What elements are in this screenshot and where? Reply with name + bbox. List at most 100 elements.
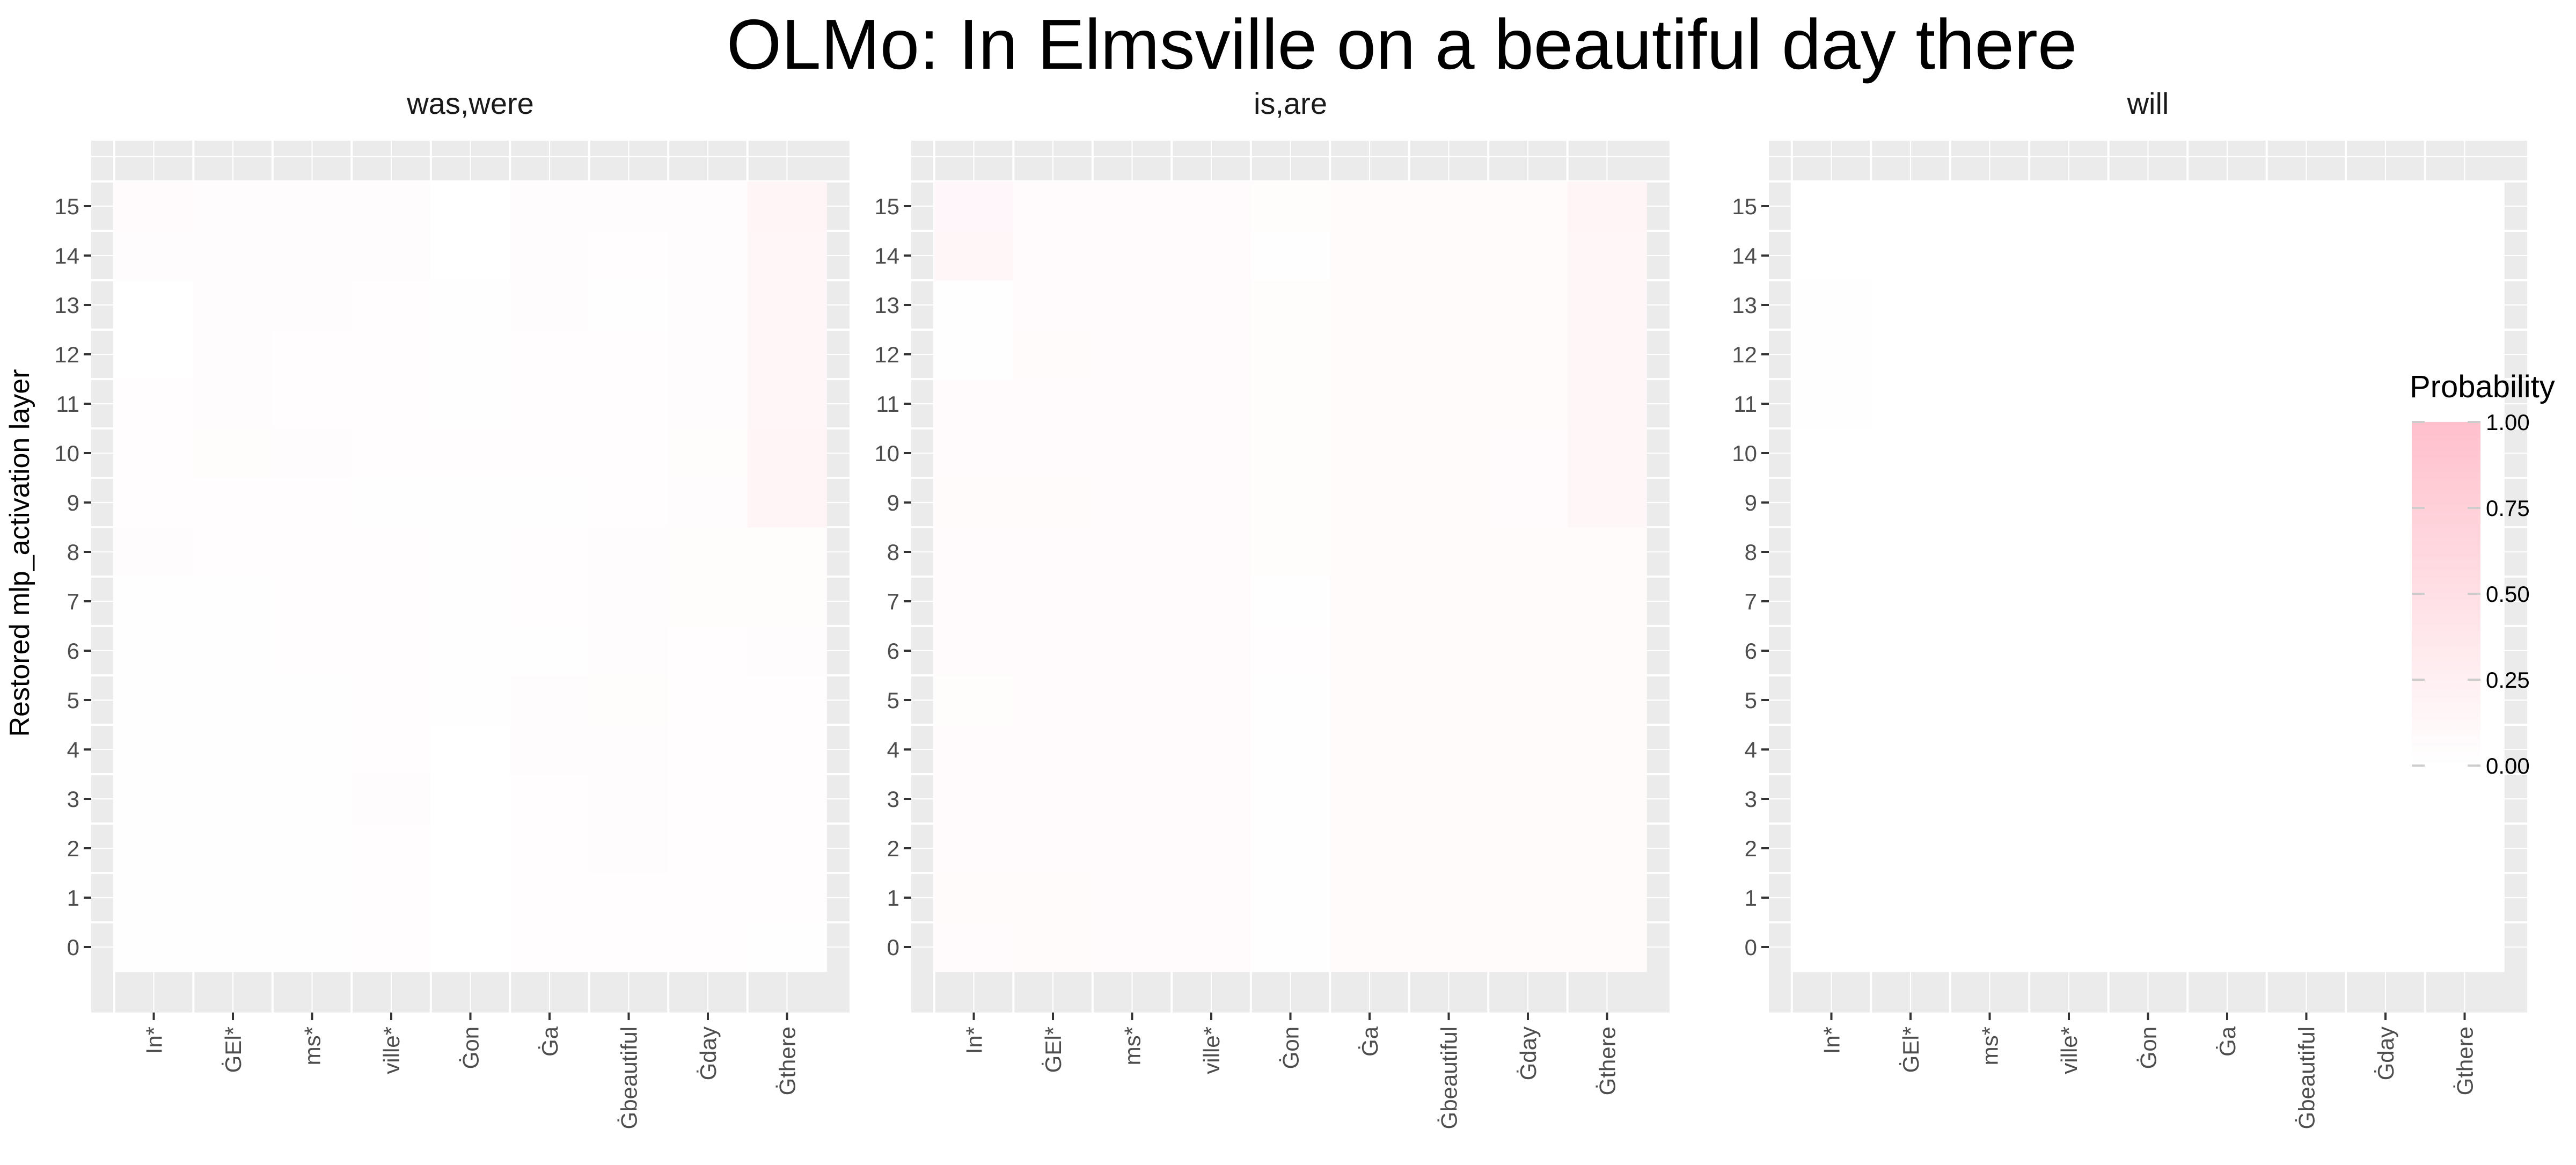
heatmap-tile: [2187, 181, 2267, 231]
heatmap-tile: [1013, 181, 1093, 231]
heatmap-tile: [1567, 577, 1647, 627]
heatmap-tile: [1092, 527, 1172, 577]
heatmap-tile: [2029, 181, 2109, 231]
legend-break-label: 0.25: [2486, 667, 2530, 693]
heatmap-tile: [934, 280, 1014, 330]
heatmap-tile: [589, 873, 669, 923]
heatmap-tile: [2029, 280, 2109, 330]
heatmap-tile: [2029, 231, 2109, 281]
heatmap-tile: [1409, 527, 1489, 577]
heatmap-tile: [1871, 231, 1951, 281]
heatmap-tile: [510, 379, 590, 429]
heatmap-tile: [114, 428, 194, 478]
y-tick-label: 9: [1745, 490, 1757, 515]
y-tick-label: 4: [1745, 737, 1757, 762]
y-tick-label: 4: [887, 737, 899, 762]
y-tick-label: 7: [67, 589, 79, 614]
heatmap-tile: [1330, 774, 1410, 824]
heatmap-tile: [1092, 428, 1172, 478]
legend-break-label: 0.50: [2486, 581, 2530, 607]
heatmap-tile: [668, 824, 748, 873]
heatmap-tile: [1791, 330, 1871, 380]
heatmap-tile: [1409, 428, 1489, 478]
heatmap-tile: [430, 428, 510, 478]
y-tick-label: 9: [67, 490, 79, 515]
heatmap-tile: [2108, 774, 2188, 824]
x-tick-label: ville*: [379, 1026, 404, 1074]
heatmap-tile: [747, 626, 827, 676]
heatmap-tile: [668, 330, 748, 380]
heatmap-tile: [1488, 626, 1568, 676]
heatmap-tile: [1871, 922, 1951, 972]
heatmap-tile: [589, 626, 669, 676]
heatmap-tile: [510, 577, 590, 627]
heatmap-tile: [193, 725, 273, 775]
heatmap-tile: [668, 231, 748, 281]
heatmap-tile: [1488, 725, 1568, 775]
heatmap-tile: [747, 231, 827, 281]
heatmap-tile: [747, 922, 827, 972]
heatmap-tile: [193, 428, 273, 478]
heatmap-tile: [1172, 428, 1252, 478]
heatmap-tile: [193, 675, 273, 725]
heatmap-tile: [2425, 922, 2505, 972]
heatmap-tile: [510, 330, 590, 380]
heatmap-tile: [430, 577, 510, 627]
heatmap-tile: [2266, 824, 2346, 873]
heatmap-tile: [2266, 774, 2346, 824]
heatmap-tile: [1409, 478, 1489, 528]
heatmap-tile: [934, 478, 1014, 528]
heatmap-tile: [1791, 922, 1871, 972]
y-tick-label: 12: [874, 342, 899, 367]
heatmap-tile: [114, 922, 194, 972]
heatmap-tile: [1250, 428, 1330, 478]
heatmap-tile: [1250, 626, 1330, 676]
heatmap-tile: [934, 922, 1014, 972]
heatmap-tile: [1488, 181, 1568, 231]
x-tick-label: Ġon: [2136, 1026, 2161, 1069]
heatmap-tile: [1409, 725, 1489, 775]
heatmap-tile: [1013, 873, 1093, 923]
y-tick-label: 5: [1745, 688, 1757, 713]
heatmap-tile: [1409, 181, 1489, 231]
heatmap-tile: [2029, 330, 2109, 380]
heatmap-tile: [430, 774, 510, 824]
heatmap-tile: [510, 478, 590, 528]
heatmap-tile: [747, 873, 827, 923]
heatmap-tile: [2187, 725, 2267, 775]
x-tick-label: Ġday: [1516, 1026, 1541, 1080]
heatmap-tile: [1250, 527, 1330, 577]
heatmap-tile: [2266, 280, 2346, 330]
heatmap-tile: [1791, 626, 1871, 676]
y-tick-label: 3: [1745, 787, 1757, 812]
x-tick-label: ms*: [300, 1026, 325, 1065]
heatmap-tile: [1488, 873, 1568, 923]
heatmap-tile: [2266, 873, 2346, 923]
heatmap-tile: [1791, 181, 1871, 231]
heatmap-tile: [352, 478, 431, 528]
heatmap-tile: [2108, 873, 2188, 923]
heatmap-tile: [1330, 824, 1410, 873]
heatmap-tile: [1871, 824, 1951, 873]
x-tick-label: Ġday: [696, 1026, 721, 1080]
y-tick-label: 13: [1732, 293, 1757, 318]
y-tick-label: 4: [67, 737, 79, 762]
heatmap-tile: [272, 922, 352, 972]
x-tick-label: Ġa: [537, 1026, 562, 1057]
y-tick-label: 5: [887, 688, 899, 713]
chart-title: OLMo: In Elmsville on a beautiful day th…: [727, 5, 2077, 84]
heatmap-tile: [1330, 577, 1410, 627]
panel-strip-title: was,were: [406, 86, 534, 120]
y-tick-label: 6: [887, 638, 899, 664]
heatmap-tile: [352, 231, 431, 281]
heatmap-tile: [114, 330, 194, 380]
heatmap-tile: [1871, 675, 1951, 725]
heatmap-tile: [1250, 824, 1330, 873]
heatmap-tile: [747, 774, 827, 824]
heatmap-tile: [1488, 280, 1568, 330]
heatmap-tile: [1250, 922, 1330, 972]
x-tick-label: ĠEl*: [1041, 1026, 1066, 1073]
x-tick-label: ville*: [1199, 1026, 1224, 1074]
heatmap-tile: [430, 824, 510, 873]
